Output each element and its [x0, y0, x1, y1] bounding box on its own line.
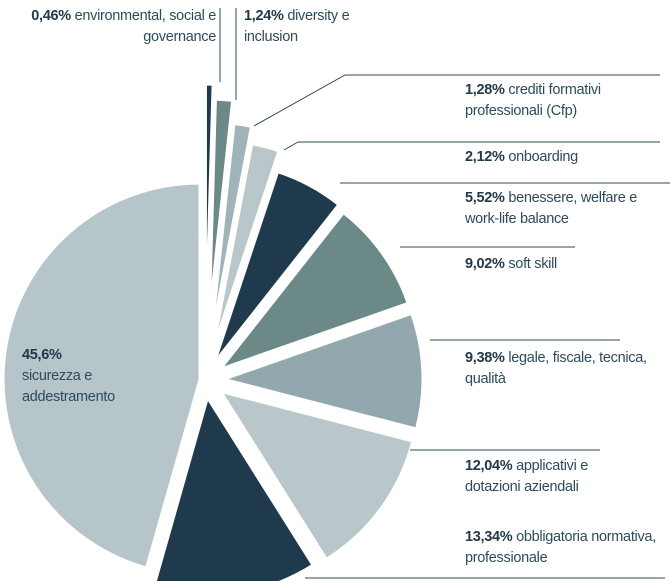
value-label: 2,12% — [465, 149, 505, 165]
pie-slice — [225, 313, 423, 429]
category-label: onboarding — [508, 149, 578, 165]
category-label: soft skill — [508, 256, 557, 272]
pie-slice — [221, 392, 413, 559]
value-label: 12,04% — [465, 458, 513, 474]
slice-label: 1,24% diversity e inclusion — [244, 6, 354, 48]
value-label: 13,34% — [465, 529, 513, 545]
category-label: legale, fiscale, tecnica, qualità — [465, 350, 647, 387]
slice-label: 0,46% environmental, social e governance — [20, 6, 216, 48]
category-label: applicativi e dotazioni aziendali — [465, 458, 588, 495]
value-label: 5,52% — [465, 190, 505, 206]
pie-slice — [205, 84, 213, 281]
pie-slice — [155, 398, 313, 581]
category-label: sicurezza e addestramento — [22, 368, 115, 405]
slice-label: 9,02% soft skill — [465, 254, 665, 275]
value-label: 1,24% — [244, 8, 284, 24]
pie-slice — [210, 99, 233, 296]
value-label: 1,28% — [465, 82, 505, 98]
value-label: 9,02% — [465, 256, 505, 272]
slice-label: 13,34% obbligatoria normativa, professio… — [465, 527, 670, 569]
category-label: environmental, social e governance — [74, 8, 217, 45]
pie-slice — [221, 213, 408, 369]
leader-line — [283, 141, 660, 151]
slice-label: 45,6% sicurezza e addestramento — [22, 345, 152, 408]
value-label: 0,46% — [31, 8, 71, 24]
category-label: crediti formativi professionali (Cfp) — [465, 82, 601, 119]
pie-slice — [216, 172, 339, 359]
slice-label: 12,04% applicativi e dotazioni aziendali — [465, 456, 645, 498]
category-label: obbligatoria normativa, professionale — [465, 529, 656, 566]
value-label: 9,38% — [465, 350, 505, 366]
leader-line — [253, 74, 660, 127]
slice-label: 5,52% benessere, welfare e work-life bal… — [465, 188, 670, 230]
pie-slice — [3, 183, 200, 568]
value-label: 45,6% — [22, 347, 62, 363]
pie-slice — [213, 124, 251, 319]
slice-label: 2,12% onboarding — [465, 147, 665, 168]
category-label: benessere, welfare e work-life balance — [465, 190, 637, 227]
slice-label: 1,28% crediti formativi professionali (C… — [465, 80, 665, 122]
category-label: diversity e inclusion — [244, 8, 350, 45]
pie-slice — [215, 144, 279, 337]
slice-label: 9,38% legale, fiscale, tecnica, qualità — [465, 348, 655, 390]
